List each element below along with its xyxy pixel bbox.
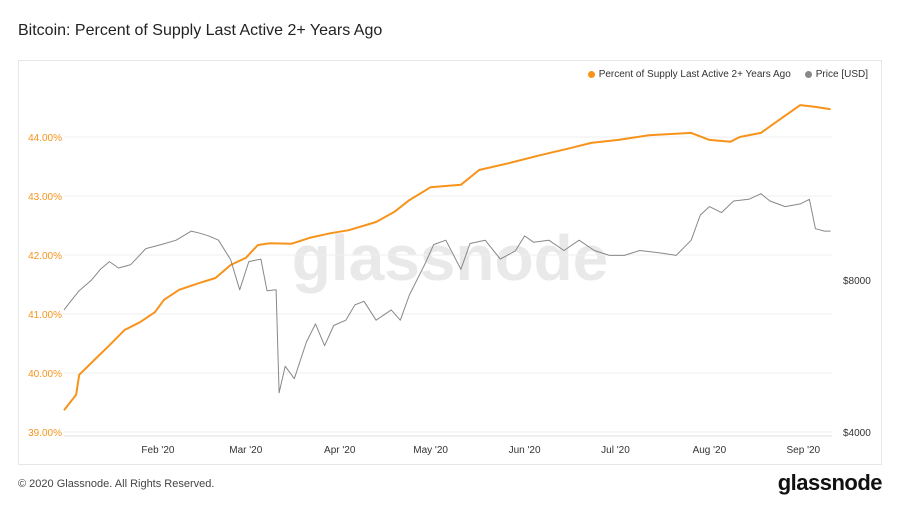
watermark: glassnode <box>292 222 609 294</box>
right-axis-tick-label: $4000 <box>843 428 871 439</box>
legend-dot-icon <box>587 71 595 78</box>
left-axis-tick-label: 39.00% <box>28 428 62 439</box>
x-axis-tick-label: Mar '20 <box>229 445 262 456</box>
legend-dot-icon <box>804 71 812 78</box>
x-axis-tick-label: Sep '20 <box>787 445 821 456</box>
page-title: Bitcoin: Percent of Supply Last Active 2… <box>18 22 383 39</box>
legend-label: Percent of Supply Last Active 2+ Years A… <box>598 69 791 80</box>
chart-card <box>18 60 882 465</box>
copyright: © 2020 Glassnode. All Rights Reserved. <box>18 478 215 490</box>
right-axis-tick-label: $8000 <box>843 276 871 287</box>
left-axis-tick-label: 41.00% <box>28 310 62 321</box>
glassnode-logo[interactable]: glassnode <box>777 470 883 495</box>
left-axis-tick-label: 44.00% <box>28 133 62 144</box>
left-axis-tick-label: 43.00% <box>28 192 62 203</box>
legend: Percent of Supply Last Active 2+ Years A… <box>587 69 868 80</box>
legend-label: Price [USD] <box>815 69 868 80</box>
x-axis-tick-label: Aug '20 <box>693 445 727 456</box>
left-axis-tick-label: 40.00% <box>28 369 62 380</box>
legend-item-price[interactable]: Price [USD] <box>804 69 868 80</box>
x-axis-tick-label: Jul '20 <box>601 445 630 456</box>
left-axis-tick-label: 42.00% <box>28 251 62 262</box>
price-line <box>63 193 831 394</box>
supply-line <box>63 104 831 411</box>
x-axis-tick-label: Apr '20 <box>324 445 356 456</box>
legend-item-supply[interactable]: Percent of Supply Last Active 2+ Years A… <box>587 69 791 80</box>
x-axis-tick-label: Jun '20 <box>509 445 541 456</box>
x-axis-tick-label: May '20 <box>413 445 448 456</box>
x-axis-tick-label: Feb '20 <box>141 445 174 456</box>
